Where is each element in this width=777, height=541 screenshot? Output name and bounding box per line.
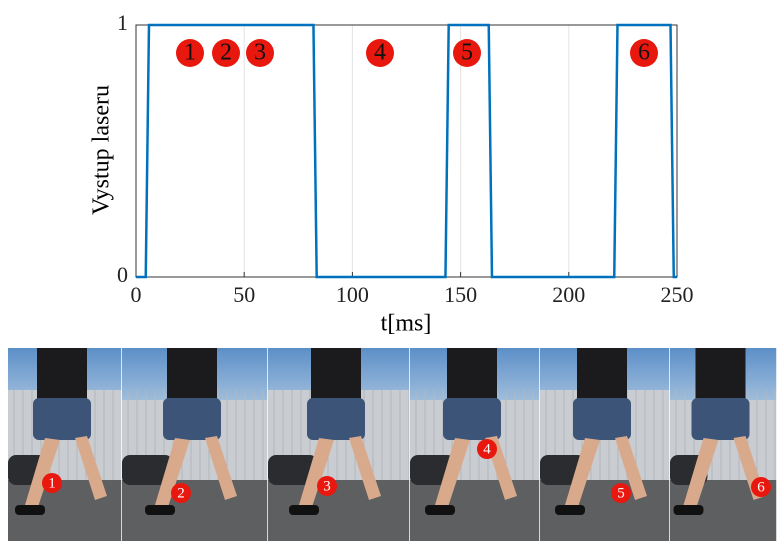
annotation-label: 1 xyxy=(184,40,196,66)
y-axis-label: Vystup laseru xyxy=(89,85,115,215)
runner-shorts xyxy=(33,398,91,440)
runner-torso xyxy=(37,348,87,403)
runner-torso xyxy=(447,348,497,403)
x-tick-label: 250 xyxy=(661,282,694,307)
runner-shoe xyxy=(289,505,319,515)
runner-torso xyxy=(577,348,627,403)
photo-road xyxy=(122,480,268,541)
x-tick-label: 200 xyxy=(552,282,585,307)
annotation-label: 3 xyxy=(254,40,266,66)
runner-shoe xyxy=(145,505,175,515)
runner-shoe xyxy=(674,505,704,515)
annotation-label: 4 xyxy=(374,40,386,66)
y-tick-label: 0 xyxy=(117,262,128,287)
runner-shoe xyxy=(15,505,45,515)
photo-strip: 1 2 3 4 5 6 xyxy=(8,348,777,541)
annotation-label: 6 xyxy=(638,40,650,66)
photo-marker-label: 1 xyxy=(48,475,56,491)
x-tick-label: 150 xyxy=(444,282,477,307)
runner-torso xyxy=(167,348,217,403)
runner-shorts xyxy=(307,398,365,440)
photo-marker-label: 4 xyxy=(483,441,491,457)
figure: Vystup laseru t[ms] 123456 0501001502002… xyxy=(0,0,777,541)
runner-shorts xyxy=(573,398,631,440)
runner-shorts xyxy=(443,398,501,440)
runner-shoe xyxy=(555,505,585,515)
annotation-label: 2 xyxy=(220,40,232,66)
annotation-label: 5 xyxy=(461,40,473,66)
x-tick-label: 50 xyxy=(233,282,255,307)
runner-shorts xyxy=(163,398,221,440)
photo-marker-label: 5 xyxy=(617,485,625,501)
y-tick-label: 1 xyxy=(117,10,128,35)
runner-torso xyxy=(696,348,746,403)
runner-shorts xyxy=(692,398,750,440)
runner-shoe xyxy=(425,505,455,515)
x-axis-label: t[ms] xyxy=(381,311,432,337)
photo-marker-label: 2 xyxy=(177,485,185,501)
photo-marker-label: 6 xyxy=(757,479,765,495)
x-tick-label: 0 xyxy=(131,282,142,307)
runner-torso xyxy=(311,348,361,403)
photo-marker-label: 3 xyxy=(323,478,331,494)
x-tick-label: 100 xyxy=(336,282,369,307)
